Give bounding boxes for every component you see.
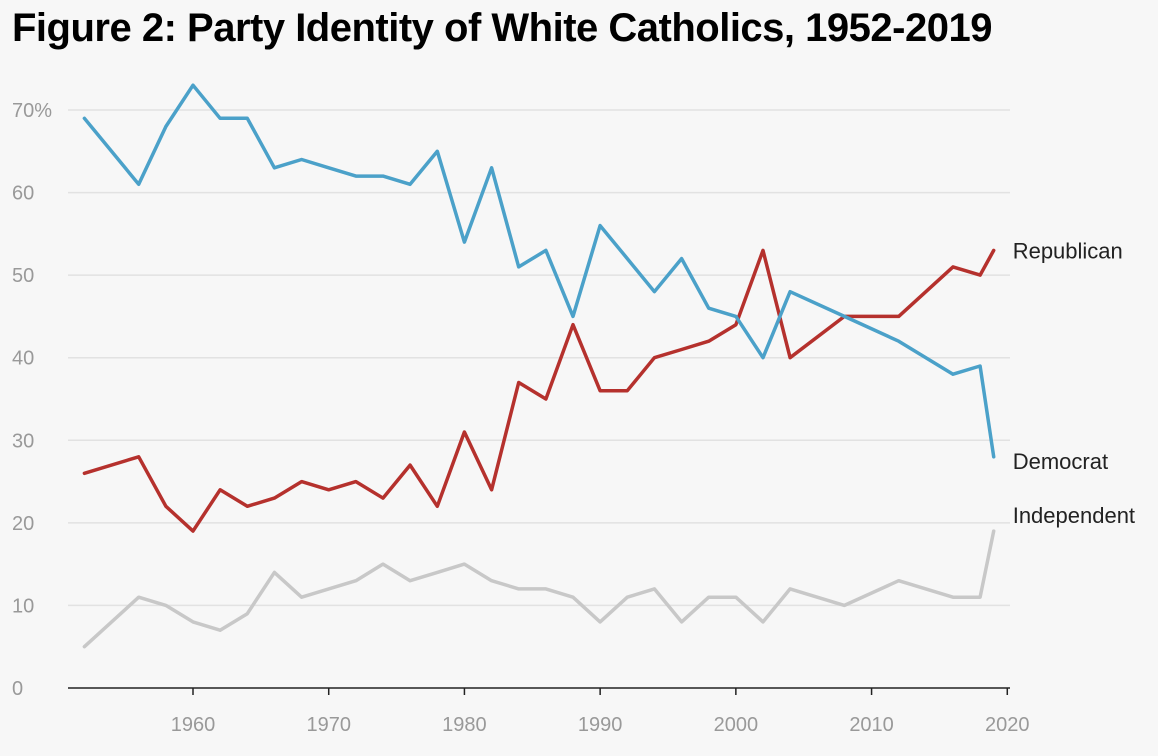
series-labels: Independent Republican Democrat [1013,238,1135,528]
y-tick-label-20: 20 [12,513,34,535]
series-label-republican: Republican [1013,238,1123,263]
series-label-independent: Independent [1013,503,1135,528]
x-tick-label-2010: 2010 [849,714,894,736]
x-tick-label-2000: 2000 [714,714,759,736]
y-tick-label-30: 30 [12,430,34,452]
series-line-republican [82,248,996,533]
x-tick-label-2020: 2020 [985,714,1030,736]
x-tick-label-1960: 1960 [171,714,216,736]
y-tick-label-60: 60 [12,183,34,205]
x-axis: 1960 1970 1980 1990 2000 2010 2020 [68,687,1030,736]
series-label-democrat: Democrat [1013,449,1108,474]
series-line-democrat [82,83,996,459]
y-tick-label-0: 0 [12,678,23,700]
chart-title: Figure 2: Party Identity of White Cathol… [12,6,992,50]
series-lines [82,83,996,649]
y-tick-label-10: 10 [12,595,34,617]
y-tick-label-40: 40 [12,348,34,370]
series-line-independent [82,529,996,649]
gridlines [68,109,1010,607]
x-tick-label-1990: 1990 [578,714,623,736]
x-tick-label-1980: 1980 [442,714,487,736]
y-tick-label-50: 50 [12,265,34,287]
x-tick-label-1970: 1970 [306,714,351,736]
y-tick-label-70: 70% [12,100,52,122]
y-axis-ticks: 0 10 20 30 40 50 60 70% [12,100,52,700]
